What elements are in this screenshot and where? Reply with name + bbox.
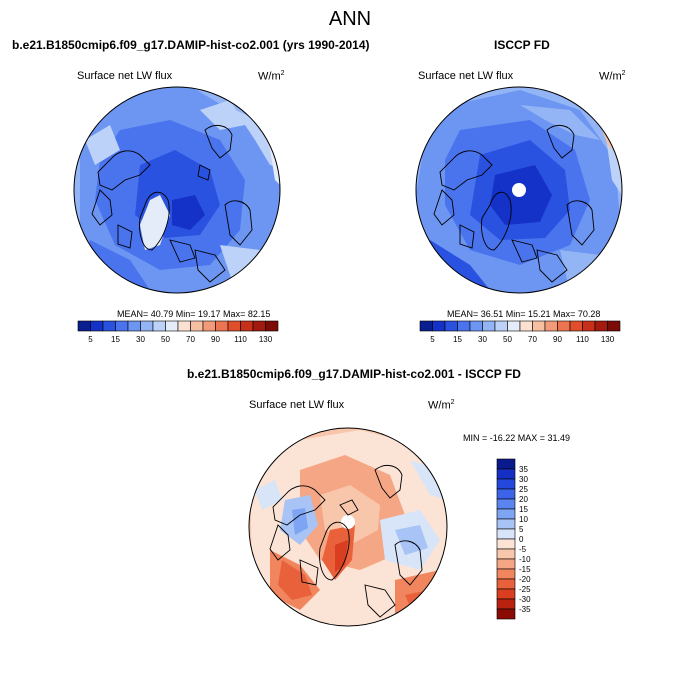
model-colorbar-swatch [152, 320, 166, 332]
diff-colorbar-tick-label: -30 [519, 595, 531, 604]
diff-colorbar-tick-label: 15 [519, 505, 528, 514]
tr-variable-label: Surface net LW flux [418, 70, 514, 82]
obs-colorbar-swatch [582, 320, 596, 332]
obs-colorbar-swatch [432, 320, 446, 332]
model-colorbar-tick-label: 130 [259, 335, 273, 344]
obs-colorbar-swatch [544, 320, 558, 332]
tl-units-label: W/m2 [258, 70, 285, 83]
diff-colorbar-tick-label: 5 [519, 525, 524, 534]
diff-colorbar-tick-label: -10 [519, 555, 531, 564]
diff-colorbar-swatch [496, 538, 516, 550]
obs-colorbar-swatch [457, 320, 471, 332]
obs-colorbar-tick-label: 15 [453, 335, 462, 344]
obs-colorbar-swatch [594, 320, 608, 332]
model-heading: b.e21.B1850cmip6.f09_g17.DAMIP-hist-co2.… [12, 38, 370, 52]
obs-colorbar-swatch [607, 320, 621, 332]
diff-colorbar-tick-label: 30 [519, 475, 528, 484]
model-colorbar-swatch [77, 320, 91, 332]
obs-colorbar-swatch [482, 320, 496, 332]
bottom-units-label: W/m2 [428, 399, 455, 412]
model-colorbar-swatch [90, 320, 104, 332]
diff-polar-map [248, 427, 448, 627]
tr-units-label: W/m2 [599, 70, 626, 83]
model-colorbar-tick-label: 90 [211, 335, 220, 344]
diff-colorbar-tick-label: 25 [519, 485, 528, 494]
diff-colorbar-swatch [496, 498, 516, 510]
obs-colorbar-swatch [494, 320, 508, 332]
model-colorbar-swatch [165, 320, 179, 332]
model-colorbar-tick-label: 110 [234, 335, 247, 344]
obs-polar-map [415, 86, 623, 294]
obs-colorbar-swatch [569, 320, 583, 332]
model-colorbar-swatch [227, 320, 241, 332]
diff-colorbar-swatch [496, 578, 516, 590]
model-colorbar-swatch [102, 320, 116, 332]
page-title: ANN [328, 8, 372, 30]
model-colorbar-swatch [240, 320, 254, 332]
diff-colorbar-swatch [496, 488, 516, 500]
obs-colorbar-swatch [469, 320, 483, 332]
obs-colorbar-swatch [419, 320, 433, 332]
model-colorbar-swatch [127, 320, 141, 332]
diff-heading: b.e21.B1850cmip6.f09_g17.DAMIP-hist-co2.… [187, 367, 521, 381]
obs-colorbar-tick-label: 50 [503, 335, 512, 344]
model-colorbar-swatch [252, 320, 266, 332]
obs-colorbar-tick-label: 70 [528, 335, 537, 344]
diff-colorbar-tick-label: 35 [519, 465, 528, 474]
model-colorbar-swatch [140, 320, 154, 332]
diff-colorbar-tick-label: -20 [519, 575, 531, 584]
model-colorbar-tick-label: 50 [161, 335, 170, 344]
diff-colorbar-swatch [496, 458, 516, 470]
obs-colorbar-swatch [507, 320, 521, 332]
bottom-variable-label: Surface net LW flux [249, 399, 345, 411]
model-colorbar-tick-label: 30 [136, 335, 145, 344]
obs-colorbar-swatch [557, 320, 571, 332]
colorbar-obs: 5 15 30 50 70 90 110 130 [419, 320, 621, 344]
diff-colorbar-swatch [496, 558, 516, 570]
obs-colorbar-tick-label: 90 [553, 335, 562, 344]
obs-colorbar-tick-label: 5 [430, 335, 435, 344]
tr-stats-label: MEAN= 36.51 Min= 15.21 Max= 70.28 [447, 309, 601, 319]
diff-colorbar-tick-label: -15 [519, 565, 531, 574]
diff-colorbar-tick-label: -5 [519, 545, 527, 554]
model-colorbar-tick-label: 15 [111, 335, 120, 344]
obs-colorbar-swatch [519, 320, 533, 332]
diff-colorbar-tick-label: 20 [519, 495, 528, 504]
diff-colorbar-tick-label: 10 [519, 515, 528, 524]
obs-colorbar-swatch [444, 320, 458, 332]
model-colorbar-swatch [202, 320, 216, 332]
diff-colorbar-swatch [496, 608, 516, 620]
model-colorbar-swatch [215, 320, 229, 332]
obs-heading: ISCCP FD [494, 38, 550, 52]
diff-colorbar-swatch [496, 548, 516, 560]
model-colorbar-tick-label: 5 [88, 335, 93, 344]
model-colorbar-tick-label: 70 [186, 335, 195, 344]
diff-colorbar-swatch [496, 518, 516, 530]
model-colorbar-swatch [115, 320, 129, 332]
obs-colorbar-tick-label: 110 [576, 335, 589, 344]
diff-colorbar-swatch [496, 528, 516, 540]
obs-colorbar-tick-label: 30 [478, 335, 487, 344]
diff-colorbar-swatch [496, 568, 516, 580]
bottom-stats-label: MIN = -16.22 MAX = 31.49 [463, 433, 571, 443]
model-colorbar-swatch [177, 320, 191, 332]
obs-colorbar-tick-label: 130 [601, 335, 615, 344]
diff-colorbar-swatch [496, 478, 516, 490]
diff-colorbar-swatch [496, 508, 516, 520]
obs-colorbar-swatch [532, 320, 546, 332]
diff-colorbar-swatch [496, 588, 516, 600]
diff-colorbar-swatch [496, 468, 516, 480]
tl-stats-label: MEAN= 40.79 Min= 19.17 Max= 82.15 [117, 309, 271, 319]
colorbar-model: 5 15 30 50 70 90 110 130 [77, 320, 279, 344]
model-colorbar-swatch [190, 320, 204, 332]
model-polar-map [73, 86, 281, 294]
diff-colorbar-tick-label: -35 [519, 605, 531, 614]
tl-variable-label: Surface net LW flux [77, 70, 173, 82]
model-colorbar-swatch [265, 320, 279, 332]
diff-colorbar-tick-label: -25 [519, 585, 531, 594]
diff-colorbar-tick-label: 0 [519, 535, 524, 544]
diff-colorbar-swatch [496, 598, 516, 610]
